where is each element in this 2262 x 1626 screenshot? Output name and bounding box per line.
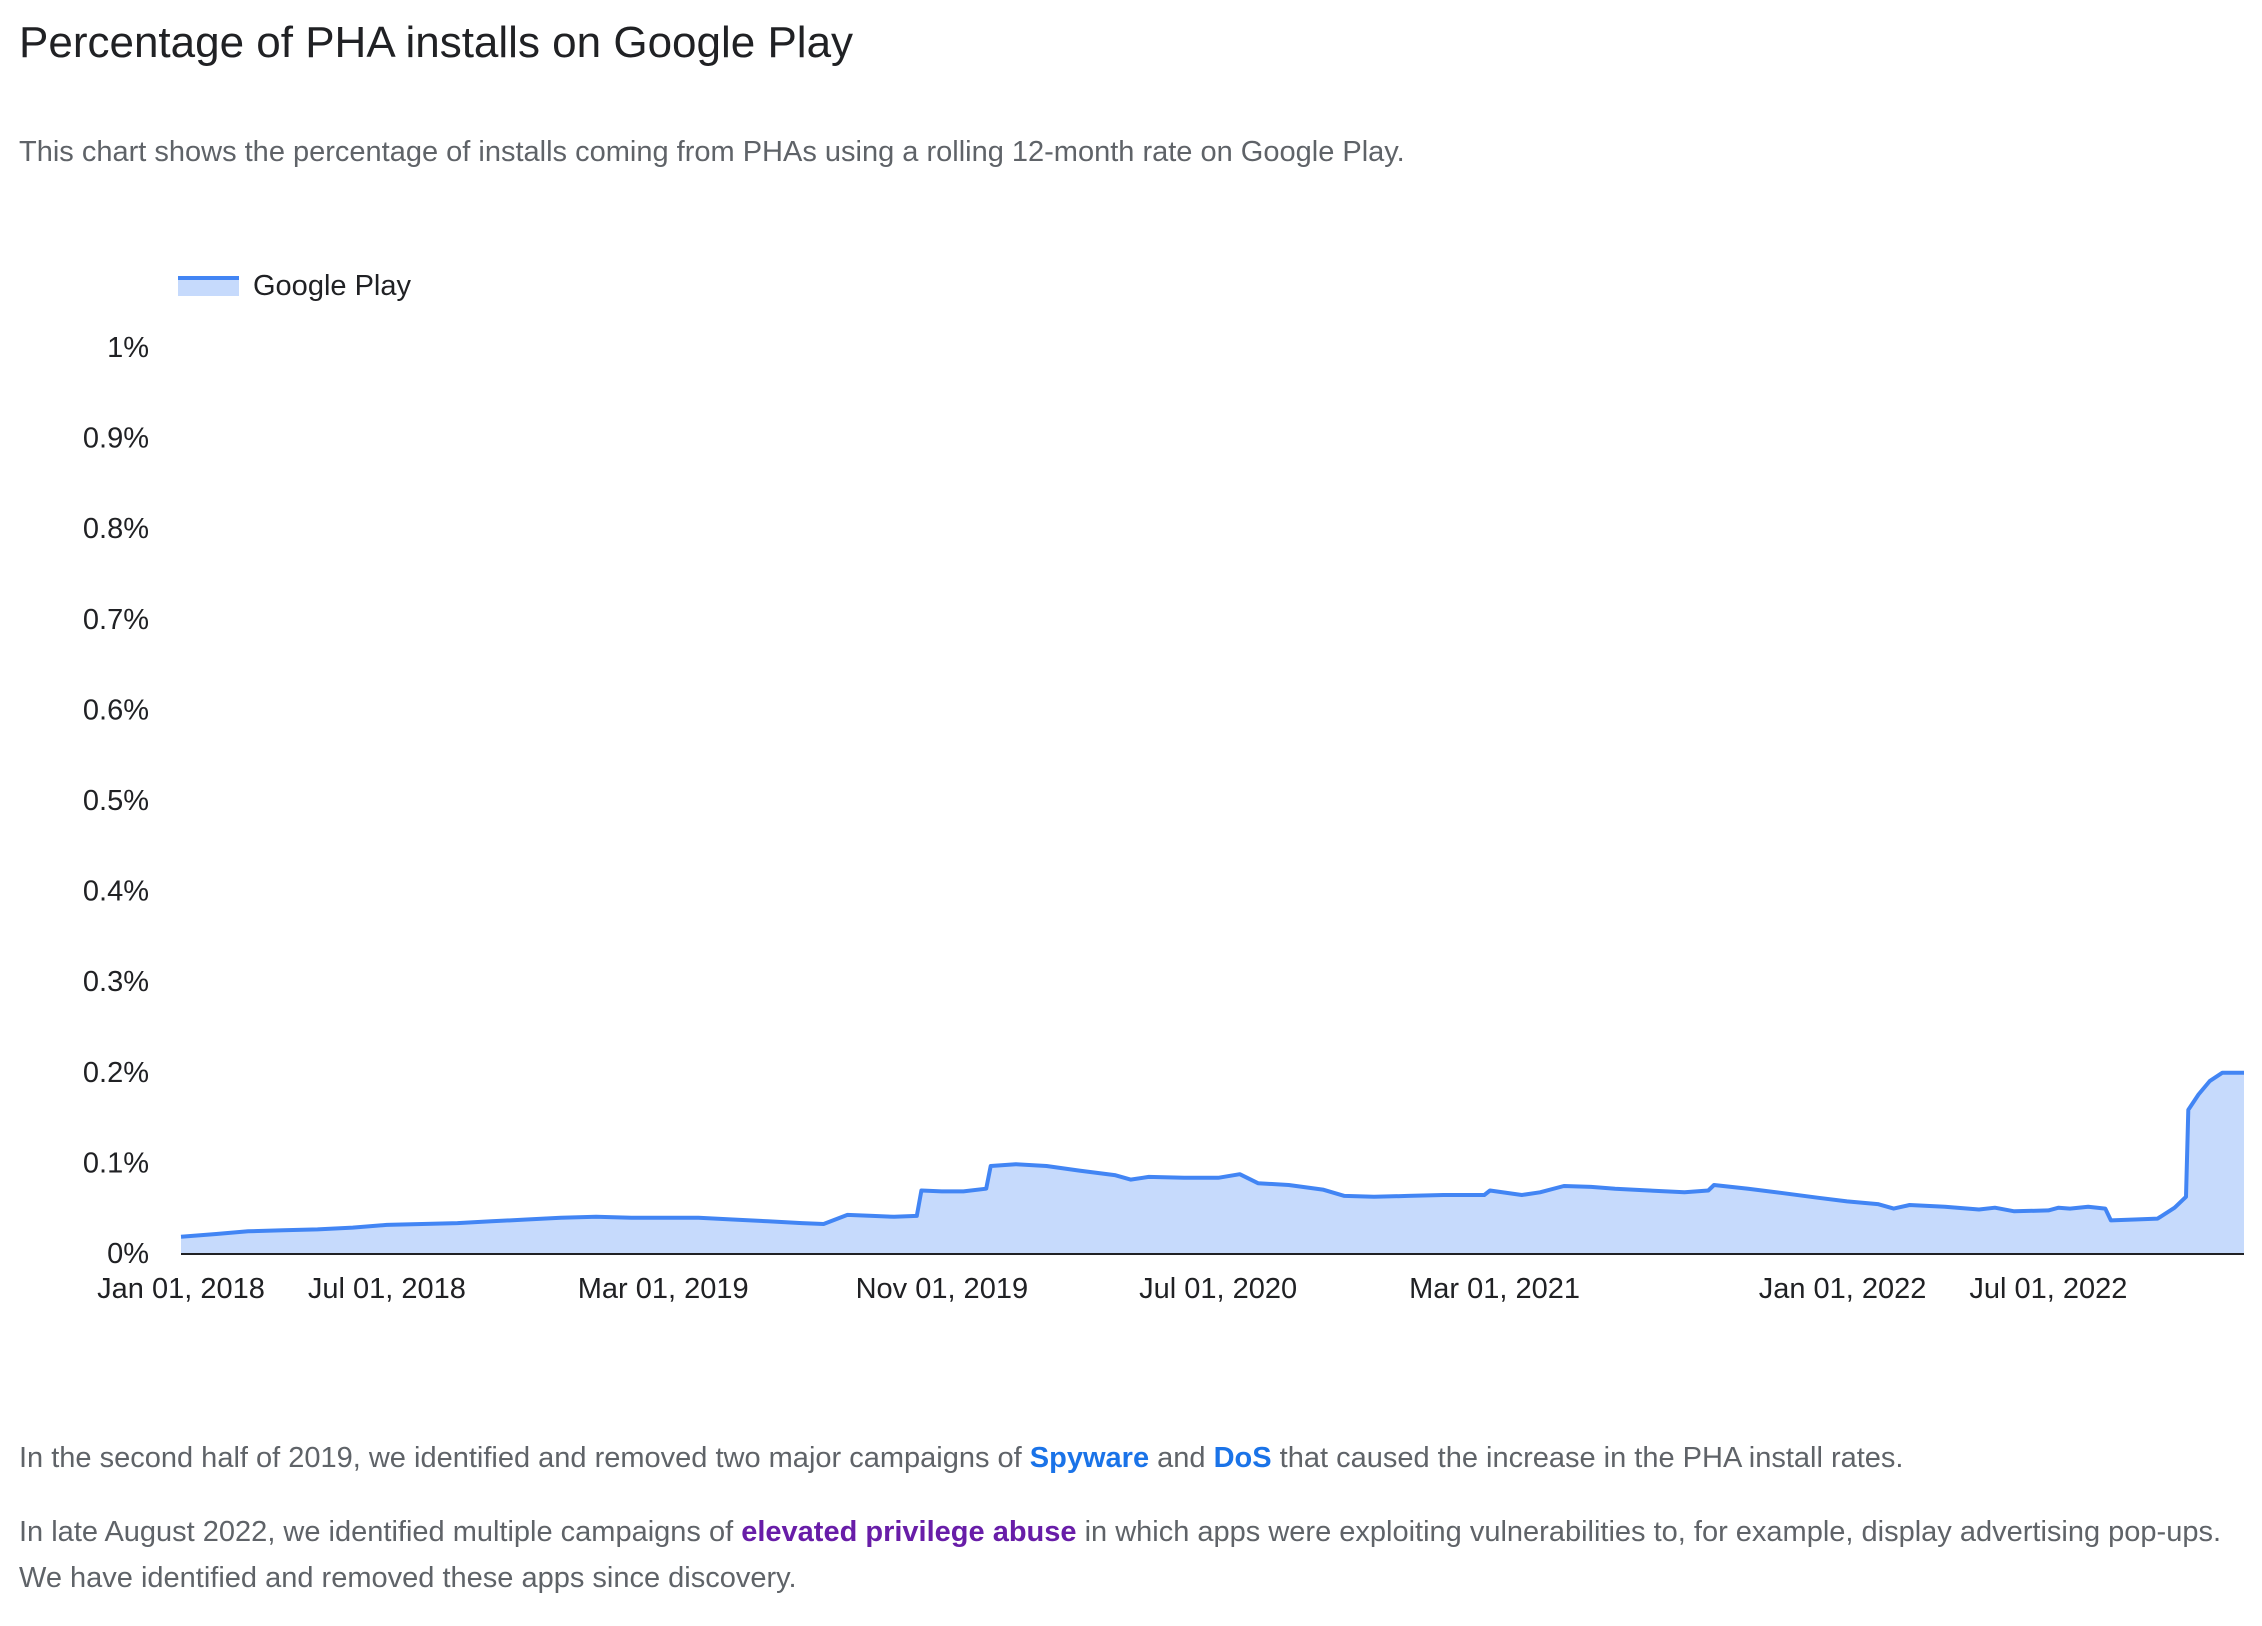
x-tick-label: Jan 01, 2022 (1759, 1273, 1927, 1305)
y-tick-label: 0.7% (83, 604, 149, 636)
x-tick-label: Jan 01, 2018 (97, 1273, 265, 1305)
legend-label: Google Play (253, 269, 411, 302)
paragraph-text: In the second half of 2019, we identifie… (19, 1442, 1030, 1474)
x-tick-label: Mar 01, 2019 (578, 1273, 749, 1305)
y-tick-label: 0.5% (83, 785, 149, 817)
paragraph-text: in which apps were exploiting vulnerabil… (19, 1516, 2222, 1594)
y-tick-label: 1% (107, 332, 149, 364)
elevated-privilege-abuse-link[interactable]: elevated privilege abuse (741, 1516, 1077, 1548)
y-tick-label: 0.3% (83, 966, 149, 998)
paragraph-text: In late August 2022, we identified multi… (19, 1516, 742, 1548)
x-tick-label: Mar 01, 2021 (1409, 1273, 1580, 1305)
x-tick-label: Jul 01, 2022 (1969, 1273, 2127, 1305)
y-tick-label: 0.1% (83, 1147, 149, 1179)
x-axis: Jan 01, 2018 Jul 01, 2018 Mar 01, 2019 Nov … (97, 1273, 2127, 1305)
y-tick-label: 0.2% (83, 1057, 149, 1089)
x-tick-label: Jul 01, 2018 (308, 1273, 466, 1305)
paragraph-text: and (1149, 1442, 1214, 1474)
paragraph-2022: In late August 2022, we identified multi… (19, 1509, 2239, 1601)
y-axis: 0% 0.1% 0.2% 0.3% 0.4% 0.5% 0.6% 0.7% 0.8% 0.9% 1% (83, 332, 149, 1270)
chart-description: This chart shows the percentage of insta… (19, 136, 1405, 168)
x-tick-label: Jul 01, 2020 (1139, 1273, 1297, 1305)
legend-swatch (178, 276, 239, 296)
dos-link[interactable]: DoS (1213, 1442, 1272, 1474)
y-tick-label: 0.9% (83, 423, 149, 455)
chart-legend: Google Play (178, 266, 411, 306)
area-chart: 0% 0.1% 0.2% 0.3% 0.4% 0.5% 0.6% 0.7% 0.8% 0.9% 1%… (83, 332, 2244, 1305)
paragraph-2019: In the second half of 2019, we identifie… (19, 1435, 2239, 1481)
page-title: Percentage of PHA installs on Google Pla… (19, 18, 854, 67)
x-tick-label: Nov 01, 2019 (856, 1273, 1029, 1305)
y-tick-label: 0.6% (83, 694, 149, 726)
y-tick-label: 0% (107, 1238, 149, 1270)
series-area-google-play (181, 1072, 2244, 1253)
y-tick-label: 0.4% (83, 876, 149, 908)
series-line-google-play (180, 1070, 2244, 1239)
paragraph-text: that caused the increase in the PHA inst… (1271, 1442, 1904, 1474)
spyware-link[interactable]: Spyware (1029, 1442, 1150, 1474)
y-tick-label: 0.8% (83, 513, 149, 545)
